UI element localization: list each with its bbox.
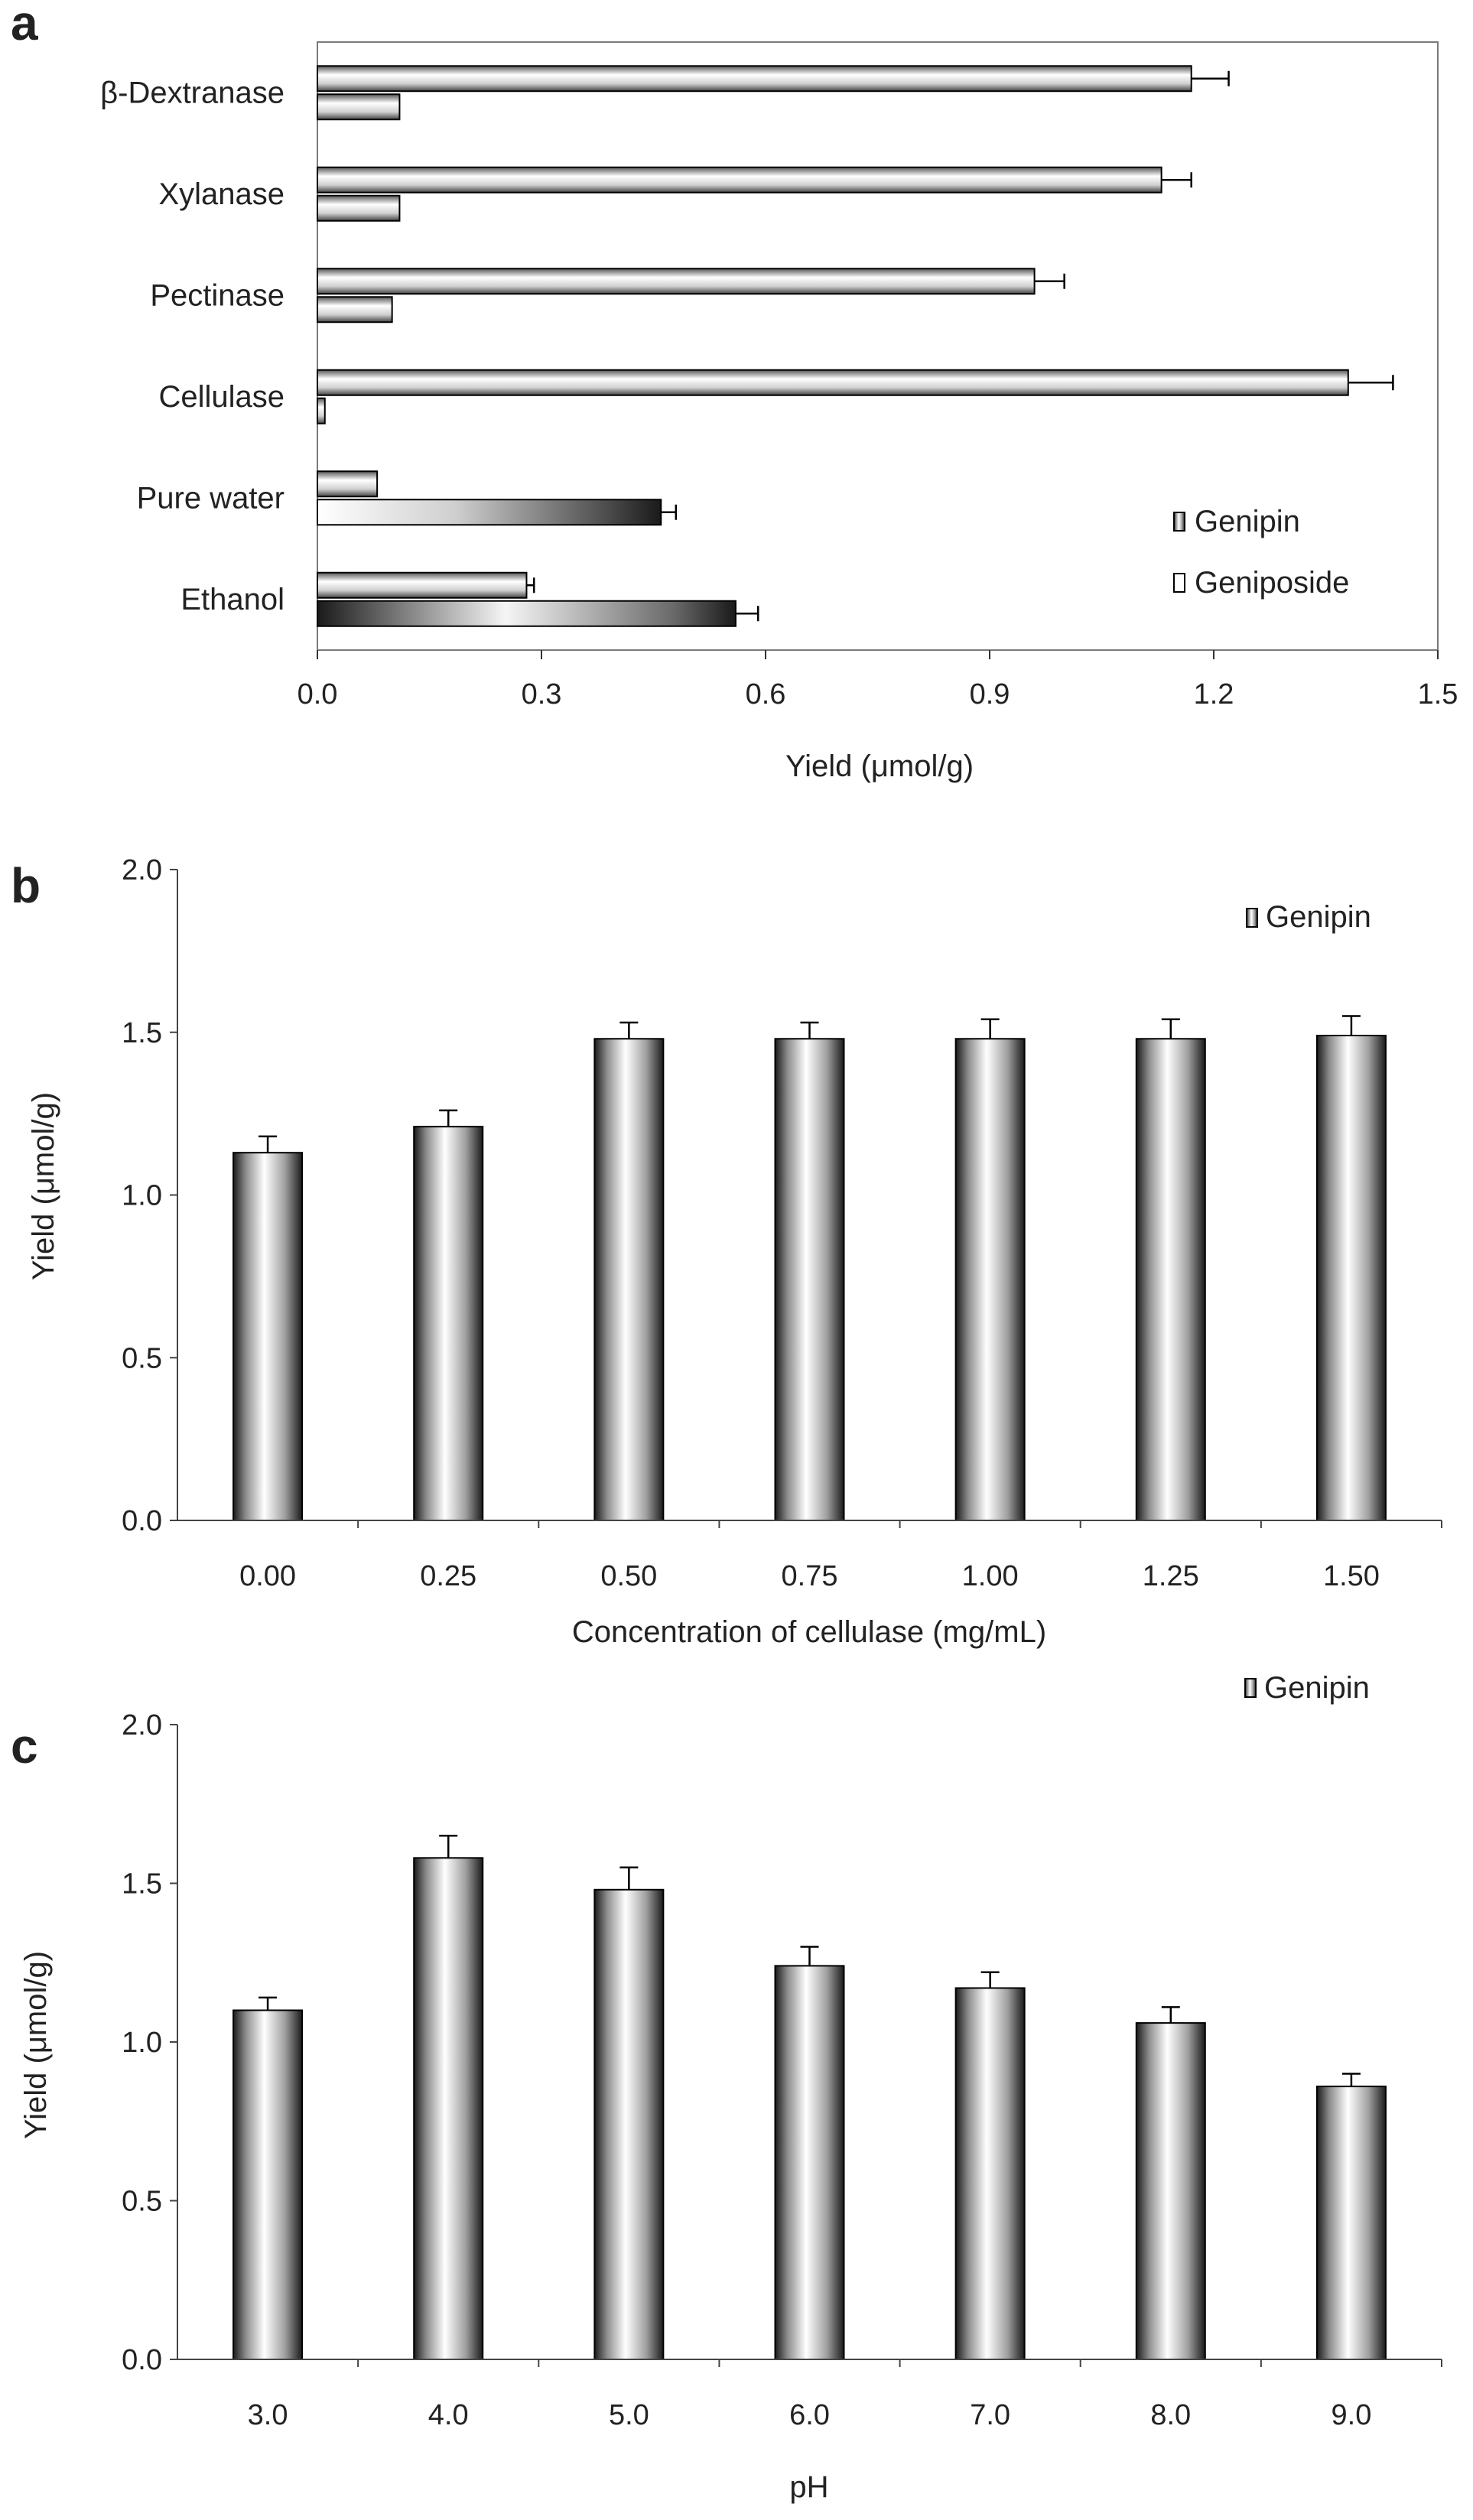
- y-tick-label: 2.0: [122, 1709, 162, 1741]
- bar-geniposide-xylanase: [317, 194, 401, 222]
- category-label: Xylanase: [158, 177, 285, 211]
- x-tick-label: 7.0: [970, 2399, 1010, 2431]
- plot-area-a: [317, 41, 1439, 651]
- bar-genipin-1.25: [1135, 1038, 1206, 1521]
- bar-geniposide-dextranase: [317, 93, 401, 121]
- legend-label-geniposide-a: Geniposide: [1195, 566, 1349, 600]
- y-tick-label: 0.5: [122, 2186, 162, 2218]
- bar-genipin-pectinase: [317, 268, 1036, 295]
- bar-genipin-8.0: [1135, 2022, 1206, 2361]
- legend-swatch-genipin-a: [1173, 512, 1185, 532]
- legend-label-genipin-c: Genipin: [1264, 1671, 1370, 1705]
- legend-swatch-genipin-c: [1244, 1678, 1257, 1698]
- bar-genipin-1.50: [1315, 1035, 1387, 1521]
- x-tick-label: 5.0: [609, 2399, 649, 2431]
- category-label: Pectinase: [150, 278, 285, 312]
- x-tick-label: 1.5: [1418, 678, 1458, 710]
- x-tick-label: 0.3: [522, 678, 562, 710]
- x-tick-label: 0.0: [298, 678, 338, 710]
- bar-genipin-1.00: [954, 1038, 1026, 1521]
- legend-label-genipin-b: Genipin: [1266, 900, 1371, 934]
- bar-genipin-6.0: [774, 1965, 845, 2360]
- bar-geniposide-pectinase: [317, 296, 393, 324]
- x-tick-label: 0.00: [239, 1560, 296, 1592]
- x-tick-label: 0.50: [600, 1560, 657, 1592]
- bar-genipin-5.0: [593, 1888, 665, 2361]
- x-tick-label: 0.6: [746, 678, 786, 710]
- x-tick-label: 4.0: [428, 2399, 469, 2431]
- bar-geniposide-pure-water: [317, 499, 662, 526]
- legend-label-genipin-a: Genipin: [1195, 505, 1300, 538]
- chart-a: β-Dextranase Xylanase Pectinase Cellulase Pu…: [100, 41, 1458, 783]
- bar-genipin-0.25: [413, 1126, 484, 1521]
- x-tick-label: 1.50: [1323, 1560, 1380, 1592]
- bar-genipin-3.0: [232, 2009, 304, 2360]
- bar-genipin-0.75: [774, 1038, 845, 1521]
- category-label: Cellulase: [158, 380, 285, 414]
- y-tick-label: 0.5: [122, 1342, 162, 1374]
- panel-label-a: a: [11, 0, 38, 50]
- x-tick-label: 0.75: [782, 1560, 838, 1592]
- category-label: Pure water: [137, 481, 285, 515]
- y-tick-label: 1.0: [122, 2027, 162, 2059]
- y-axis-label-c: Yield (μmol/g): [19, 1951, 53, 2139]
- y-tick-label: 1.0: [122, 1180, 162, 1212]
- x-tick-label: 8.0: [1150, 2399, 1191, 2431]
- category-label: β-Dextranase: [100, 76, 285, 109]
- bar-genipin-ethanol: [317, 571, 528, 599]
- bar-genipin-0.00: [232, 1152, 304, 1522]
- bar-genipin-dextranase: [317, 65, 1192, 93]
- x-tick-label: 0.9: [970, 678, 1010, 710]
- bar-genipin-9.0: [1315, 2086, 1387, 2361]
- panel-label-c: c: [11, 1718, 38, 1774]
- legend-swatch-genipin-b: [1246, 908, 1258, 928]
- bar-genipin-7.0: [954, 1987, 1026, 2360]
- y-axis-label-b: Yield (μmol/g): [27, 1092, 60, 1280]
- x-tick-label: 3.0: [248, 2399, 288, 2431]
- chart-b: 0.0 0.5 1.0 1.5 2.0 0.00 0.25 0.50 0.75 1.00 1.25 1…: [27, 854, 1442, 1649]
- bar-genipin-0.50: [593, 1038, 665, 1521]
- bar-genipin-xylanase: [317, 166, 1162, 193]
- legend-swatch-geniposide-a: [1173, 573, 1185, 593]
- y-tick-label: 1.5: [122, 1017, 162, 1049]
- x-tick-label: 9.0: [1332, 2399, 1372, 2431]
- x-tick-label: 1.00: [962, 1560, 1019, 1592]
- legend-a: Genipin Geniposide: [1173, 505, 1349, 600]
- x-tick-label: 0.25: [420, 1560, 476, 1592]
- chart-c: 0.00.51.01.52.03.0 4.0 5.0 6.0 7.0 8.0 9.0 pH …: [19, 1671, 1442, 2504]
- y-tick-label: 0.0: [122, 1505, 162, 1537]
- x-tick-label: 6.0: [789, 2399, 830, 2431]
- y-tick-label: 0.0: [122, 2344, 162, 2376]
- bar-genipin-4.0: [413, 1857, 484, 2361]
- x-axis-label-b: Concentration of cellulase (mg/mL): [572, 1615, 1046, 1649]
- bar-geniposide-ethanol: [317, 600, 736, 627]
- y-tick-label: 2.0: [122, 854, 162, 886]
- bar-genipin-cellulase: [317, 369, 1349, 396]
- bar-genipin-pure-water: [317, 470, 379, 498]
- x-tick-label: 1.2: [1194, 678, 1234, 710]
- bar-geniposide-cellulase: [317, 397, 326, 424]
- category-label: Ethanol: [180, 583, 285, 616]
- legend-c: Genipin: [1244, 1671, 1370, 1705]
- legend-b: Genipin: [1246, 900, 1371, 934]
- y-tick-label: 1.5: [122, 1868, 162, 1901]
- panel-label-b: b: [11, 858, 41, 913]
- x-axis-label-a: Yield (μmol/g): [785, 749, 974, 783]
- x-axis-label-c: pH: [789, 2470, 828, 2504]
- x-tick-label: 1.25: [1143, 1560, 1199, 1592]
